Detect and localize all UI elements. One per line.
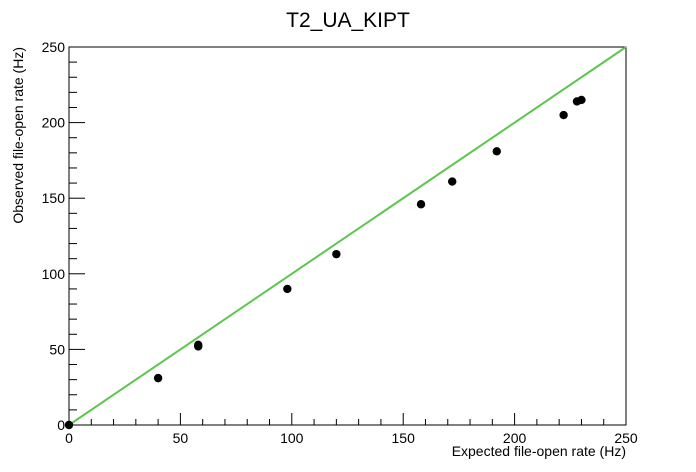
x-tick-label: 100 — [280, 430, 304, 446]
chart-title: T2_UA_KIPT — [286, 9, 410, 32]
data-point — [283, 284, 292, 294]
y-tick-label: 100 — [42, 266, 66, 282]
data-point — [559, 110, 568, 120]
x-tick-label: 150 — [392, 430, 416, 446]
x-tick-label: 50 — [173, 430, 189, 446]
x-tick-label: 0 — [65, 430, 73, 446]
axes: 0 50 100 150 200 250 0 50 100 150 200 250 — [42, 39, 638, 446]
data-point — [64, 420, 74, 430]
data-point — [416, 200, 426, 209]
x-axis-title: Expected file-open rate (Hz) — [452, 443, 626, 459]
y-tick-label: 250 — [42, 39, 66, 55]
data-point — [332, 249, 341, 259]
reference-line — [68, 46, 627, 426]
y-tick-label: 200 — [42, 115, 66, 131]
series-layer — [64, 46, 627, 430]
x-tick-label: 200 — [503, 430, 527, 446]
plot-frame — [68, 46, 627, 426]
data-point — [153, 373, 163, 383]
data-point — [577, 95, 586, 105]
y-axis-title: Observed file-open rate (Hz) — [10, 47, 26, 224]
x-tick-label: 250 — [614, 430, 638, 446]
y-tick-label: 0 — [57, 417, 65, 433]
y-tick-label: 150 — [42, 190, 66, 206]
data-point — [194, 340, 203, 350]
data-point — [448, 177, 457, 186]
data-point — [492, 147, 501, 156]
y-tick-label: 50 — [49, 341, 65, 357]
